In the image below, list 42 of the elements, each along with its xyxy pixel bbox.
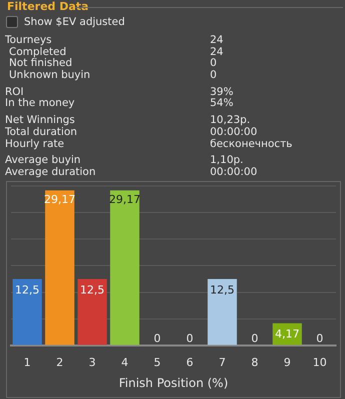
text: 00:00:00: [210, 126, 258, 138]
x-tick-label: 8: [251, 356, 258, 369]
text: Hourly rate: [5, 138, 66, 150]
text: 10,23р.: [210, 114, 250, 127]
data-label: 0: [251, 332, 258, 345]
x-tick-label: 7: [218, 356, 226, 369]
text: 00:00:00: [210, 166, 258, 179]
text: 39%: [210, 86, 234, 98]
text: 0: [210, 69, 217, 82]
text: Average buyin: [5, 154, 82, 167]
data-label: 12,5: [210, 283, 234, 296]
text: Tourneys: [5, 34, 53, 47]
text: Completed: [8, 46, 66, 58]
data-label: 0: [186, 332, 194, 345]
x-tick-label: 3: [88, 356, 96, 369]
text: 1,10р.: [210, 154, 244, 167]
x-tick-label: 4: [121, 356, 128, 369]
text: Not finished: [8, 57, 74, 70]
x-axis-title: Finish Position (%): [118, 376, 228, 390]
text: Unknown buyin: [8, 69, 92, 82]
text: Average duration: [5, 166, 97, 179]
x-tick-label: 6: [186, 356, 194, 369]
x-tick-label: 10: [312, 356, 327, 369]
x-tick-label: 2: [56, 356, 64, 369]
text: ROI: [5, 86, 25, 98]
data-label: 12,5: [80, 283, 104, 296]
data-label: 0: [316, 332, 324, 345]
data-label: 4,17: [275, 328, 300, 341]
data-label: 0: [154, 332, 161, 345]
x-tick-label: 5: [154, 356, 161, 369]
x-tick-label: 1: [24, 356, 31, 369]
text: 24: [210, 46, 224, 58]
data-label: 12,5: [15, 283, 40, 296]
x-tick-label: 9: [284, 356, 291, 369]
text: Net Winnings: [5, 114, 76, 127]
text: 0: [210, 57, 217, 70]
text: Show $EV adjusted: [24, 16, 125, 28]
text: бесконечность: [210, 138, 292, 150]
text: Total duration: [5, 126, 78, 138]
text: 24: [210, 34, 224, 47]
text: In the money: [5, 97, 76, 110]
text: 54%: [210, 97, 234, 110]
